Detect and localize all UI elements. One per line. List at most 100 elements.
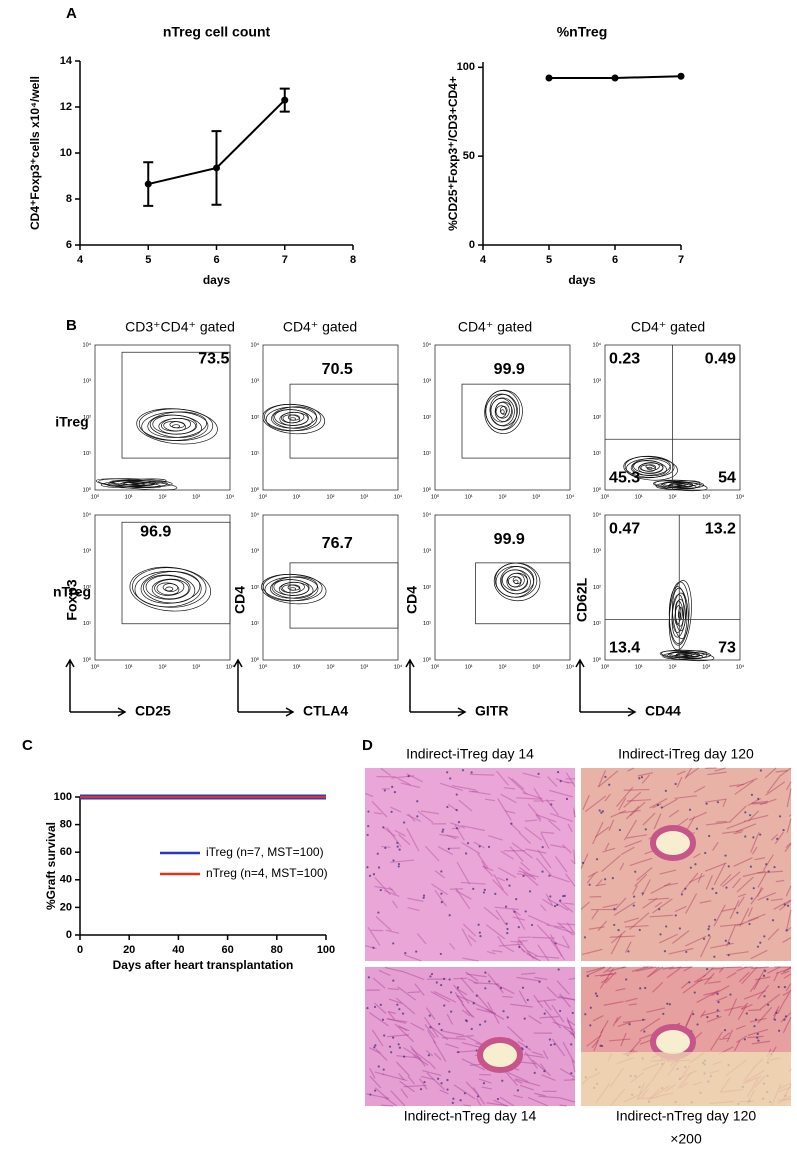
histology-nucleus (657, 804, 659, 806)
log-tick-label: 10² (499, 664, 507, 670)
data-point (145, 181, 152, 188)
histology-nucleus (508, 885, 510, 887)
histology-nucleus (448, 1071, 450, 1073)
histology-nucleus (728, 865, 730, 867)
histology-nucleus (473, 1002, 475, 1004)
histology-nucleus (396, 1004, 398, 1006)
quadrant-percent: 13.4 (609, 640, 640, 657)
log-tick-label: 10⁰ (601, 663, 610, 670)
log-tick-label: 10⁰ (423, 486, 432, 493)
histology-fiber (381, 1105, 393, 1106)
histology-fiber (748, 1010, 761, 1011)
histology-nucleus (423, 1081, 425, 1083)
histology-nucleus (399, 848, 401, 850)
histology-nucleus (589, 1024, 591, 1026)
histology-nucleus (643, 1030, 645, 1032)
histology-nucleus (714, 919, 716, 921)
histology-nucleus (765, 863, 767, 865)
histology-nucleus (711, 888, 713, 890)
histology-nucleus (428, 1054, 430, 1056)
histology-nucleus (785, 1015, 787, 1017)
histology-fiber (751, 803, 767, 804)
contour (507, 573, 528, 590)
histology-nucleus (367, 810, 369, 812)
log-tick-label: 10⁰ (83, 656, 92, 663)
y-axis-label: %CD25⁺Foxp3⁺/CD3+CD4+ (446, 76, 460, 231)
histology-nucleus (392, 979, 394, 981)
log-tick-label: 10³ (532, 664, 540, 670)
log-tick-label: 10³ (360, 664, 368, 670)
histology-nucleus (441, 901, 443, 903)
histology-nucleus (367, 834, 369, 836)
histology-nucleus (763, 935, 765, 937)
histology-nucleus (717, 1001, 719, 1003)
histology-nucleus (751, 897, 753, 899)
histology-nucleus (634, 871, 636, 873)
histology-nucleus (715, 892, 717, 894)
gate-percent: 99.9 (494, 531, 525, 548)
histology-nucleus (369, 875, 371, 877)
quadrant-percent: 0.23 (609, 351, 640, 368)
histology-nucleus (383, 1034, 385, 1036)
histology-nucleus (403, 821, 405, 823)
histology-nucleus (404, 952, 406, 954)
log-tick-label: 10² (327, 664, 335, 670)
histology-nucleus (688, 981, 690, 983)
histology-nucleus (566, 798, 568, 800)
histology-nucleus (488, 846, 490, 848)
histology-nucleus (694, 863, 696, 865)
histology-nucleus (707, 928, 709, 930)
histology-nucleus (638, 777, 640, 779)
gate-percent: 99.9 (494, 361, 525, 378)
histology-nucleus (729, 993, 731, 995)
histology-nucleus (507, 1016, 509, 1018)
histology-nucleus (633, 904, 635, 906)
histology-nucleus (595, 992, 597, 994)
histology-nucleus (392, 942, 394, 944)
histology-nucleus (589, 884, 591, 886)
column-header: CD4⁺ gated (458, 319, 532, 335)
histology-nucleus (506, 932, 508, 934)
histology-nucleus (549, 1038, 551, 1040)
flow-x-axis-label: CTLA4 (303, 703, 348, 719)
log-tick-label: 10² (251, 585, 259, 591)
histology-nucleus (783, 1019, 785, 1021)
histology-nucleus (661, 806, 663, 808)
y-tick-label: 100 (54, 791, 72, 803)
legend-label: nTreg (n=4, MST=100) (206, 866, 328, 880)
flow-x-axis-label: CD44 (645, 703, 681, 719)
histology-nucleus (659, 933, 661, 935)
histology-nucleus (543, 1070, 545, 1072)
log-tick-label: 10³ (83, 379, 91, 385)
histology-fiber (559, 924, 575, 925)
column-header: CD3⁺CD4⁺ gated (125, 319, 235, 335)
y-tick-label: 0 (66, 929, 72, 941)
histology-nucleus (452, 1098, 454, 1100)
histology-nucleus (675, 914, 677, 916)
quadrant-percent: 13.2 (705, 521, 736, 538)
histology-nucleus (378, 866, 380, 868)
histology-nucleus (619, 829, 621, 831)
contour (163, 583, 178, 591)
log-tick-label: 10⁴ (736, 663, 745, 670)
histology-nucleus (763, 975, 765, 977)
histology-nucleus (604, 776, 606, 778)
log-tick-label: 10¹ (293, 494, 301, 500)
histology-nucleus (510, 823, 512, 825)
contour (141, 411, 208, 441)
histology-nucleus (534, 1072, 536, 1074)
histology-nucleus (442, 828, 444, 830)
log-tick-label: 10¹ (125, 664, 133, 670)
histology-nucleus (392, 859, 394, 861)
histology-nucleus (472, 888, 474, 890)
histology-stroma (581, 1052, 791, 1106)
histology-nucleus (696, 1023, 698, 1025)
histology-nucleus (466, 1020, 468, 1022)
histology-nucleus (641, 776, 643, 778)
histology-nucleus (420, 1088, 422, 1090)
histology-nucleus (717, 1015, 719, 1017)
histology-nucleus (478, 924, 480, 926)
histology-nucleus (407, 775, 409, 777)
x-tick-label: 5 (145, 254, 151, 266)
